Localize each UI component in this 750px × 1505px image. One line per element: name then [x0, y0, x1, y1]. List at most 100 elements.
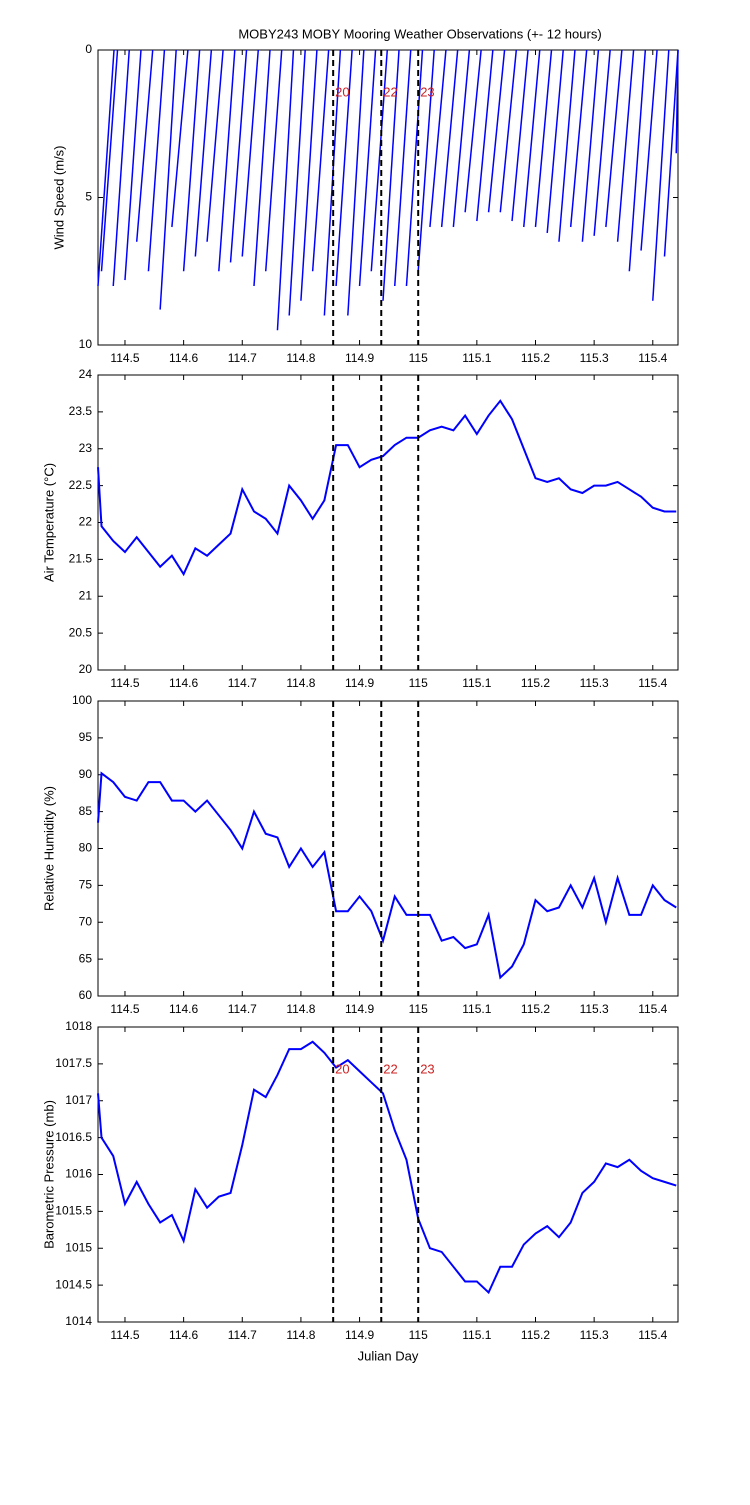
- x-axis-label: Julian Day: [358, 1348, 419, 1363]
- event-label: 20: [335, 1061, 349, 1076]
- chart-title: MOBY243 MOBY Mooring Weather Observation…: [238, 26, 601, 41]
- x-tick-label: 115.4: [638, 1002, 667, 1016]
- wind-stick: [229, 49, 248, 263]
- y-axis-label: Barometric Pressure (mb): [41, 1100, 56, 1249]
- wind-stick: [440, 49, 459, 228]
- wind-stick: [593, 49, 611, 236]
- y-tick-label: 65: [79, 951, 93, 965]
- wind-stick: [487, 49, 506, 213]
- wind-stick: [382, 49, 400, 301]
- wind-stick: [182, 49, 201, 272]
- x-tick-label: 115.4: [638, 1328, 667, 1342]
- wind-stick: [206, 49, 224, 242]
- x-tick-label: 114.8: [286, 1002, 315, 1016]
- wind-stick: [358, 49, 377, 287]
- y-tick-label: 1017.5: [55, 1056, 92, 1070]
- wind-stick: [194, 49, 213, 257]
- y-tick-label: 23.5: [69, 404, 93, 418]
- x-tick-label: 114.6: [169, 676, 198, 690]
- y-tick-label: 1014: [65, 1314, 92, 1328]
- wind-stick: [429, 49, 447, 228]
- y-tick-label: 20.5: [69, 625, 93, 639]
- y-tick-label: 22: [79, 515, 93, 529]
- wind-stick: [464, 49, 482, 213]
- wind-stick: [534, 49, 553, 228]
- x-tick-label: 115.2: [521, 676, 550, 690]
- wind-stick: [370, 49, 389, 272]
- plot-area: [97, 374, 679, 671]
- wind-stick: [393, 49, 412, 287]
- x-tick-label: 114.9: [345, 351, 374, 365]
- x-tick-label: 114.7: [228, 676, 257, 690]
- event-label: 23: [420, 84, 434, 99]
- y-tick-label: 1015: [65, 1240, 92, 1254]
- wind-stick: [640, 49, 658, 251]
- y-tick-label: 0: [85, 42, 92, 56]
- y-tick-label: 70: [79, 914, 93, 928]
- wind-stick: [605, 49, 623, 228]
- y-tick-label: 60: [79, 988, 93, 1002]
- wind-stick: [523, 49, 541, 228]
- x-tick-label: 114.5: [110, 676, 139, 690]
- x-tick-label: 114.7: [228, 1328, 257, 1342]
- x-tick-label: 115.3: [580, 351, 609, 365]
- x-tick-label: 114.8: [286, 351, 315, 365]
- wind-stick: [276, 49, 295, 331]
- y-tick-label: 5: [85, 190, 92, 204]
- x-tick-label: 115.2: [521, 1002, 550, 1016]
- y-axis-label: Air Temperature (°C): [41, 463, 56, 582]
- x-tick-label: 115: [409, 1328, 428, 1342]
- x-tick-label: 114.6: [169, 1328, 198, 1342]
- x-tick-label: 115: [409, 351, 428, 365]
- wind-stick: [499, 49, 518, 213]
- y-tick-label: 1017: [65, 1093, 92, 1107]
- x-tick-label: 114.9: [345, 676, 374, 690]
- wind-stick: [335, 49, 353, 287]
- y-axis-label: Wind Speed (m/s): [51, 145, 66, 249]
- x-tick-label: 114.8: [286, 676, 315, 690]
- y-tick-label: 21: [79, 588, 93, 602]
- data-line: [97, 1040, 677, 1295]
- wind-stick: [100, 49, 119, 272]
- y-tick-label: 1016: [65, 1167, 92, 1181]
- wind-stick: [616, 49, 635, 242]
- wind-stick: [218, 49, 236, 272]
- plot-area: [97, 49, 679, 346]
- x-tick-label: 115.1: [462, 676, 491, 690]
- y-tick-label: 1016.5: [55, 1130, 92, 1144]
- y-tick-label: 23: [79, 441, 93, 455]
- wind-stick: [253, 49, 271, 287]
- wind-stick: [300, 49, 318, 301]
- wind-stick: [171, 49, 189, 228]
- x-tick-label: 115.3: [580, 676, 609, 690]
- wind-stick: [405, 49, 424, 287]
- wind-stick: [558, 49, 576, 242]
- plot-area: [97, 1026, 679, 1323]
- event-label: 23: [420, 1061, 434, 1076]
- event-label: 22: [383, 1061, 397, 1076]
- wind-stick: [581, 49, 600, 242]
- y-tick-label: 1014.5: [55, 1277, 92, 1291]
- y-tick-label: 95: [79, 730, 93, 744]
- wind-stick: [241, 49, 260, 257]
- y-tick-label: 80: [79, 841, 93, 855]
- wind-stick: [476, 49, 494, 222]
- wind-stick: [311, 49, 330, 272]
- event-label: 22: [383, 84, 397, 99]
- wind-stick: [97, 49, 115, 287]
- y-tick-label: 20: [79, 662, 93, 676]
- y-tick-label: 75: [79, 878, 93, 892]
- wind-stick: [652, 49, 670, 301]
- y-tick-label: 21.5: [69, 552, 93, 566]
- y-tick-label: 1015.5: [55, 1204, 92, 1218]
- wind-stick: [112, 49, 130, 287]
- wind-stick: [675, 49, 679, 154]
- data-line: [97, 771, 677, 980]
- y-tick-label: 100: [72, 693, 92, 707]
- y-axis-label: Relative Humidity (%): [41, 786, 56, 911]
- data-line: [97, 399, 677, 577]
- plot-area: [97, 700, 679, 997]
- x-tick-label: 115.1: [462, 351, 491, 365]
- x-tick-label: 115: [409, 676, 428, 690]
- wind-stick: [628, 49, 647, 272]
